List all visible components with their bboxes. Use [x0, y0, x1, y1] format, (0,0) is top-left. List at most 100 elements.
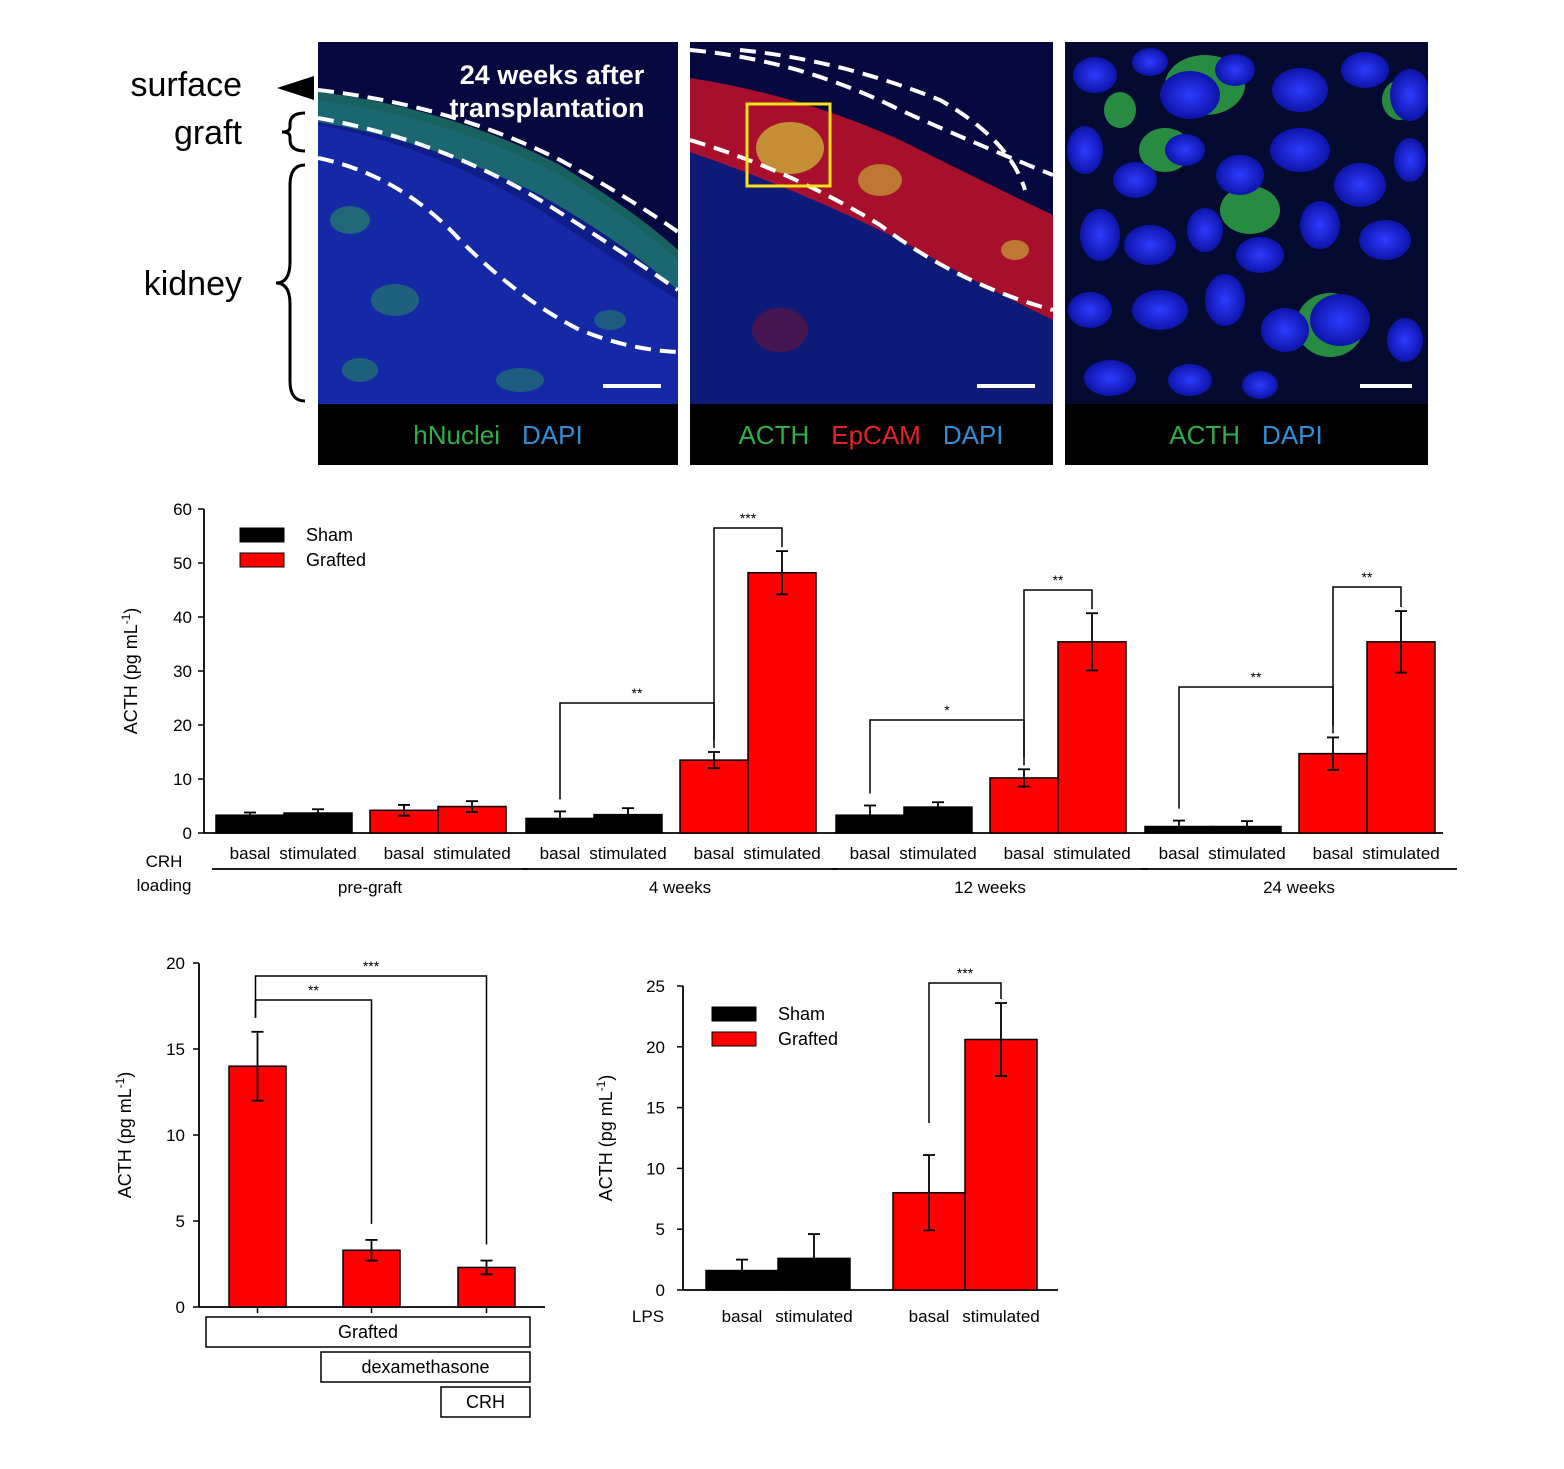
nucleus [1359, 220, 1411, 260]
group-0: basal stimulated basal stimulated pre-graft [212, 800, 528, 897]
row-label-loading: loading [137, 876, 192, 895]
panel-1-caption: hNuclei DAPI [413, 420, 582, 450]
nucleus [1205, 274, 1245, 326]
bar-grafted-stimulated [1057, 641, 1127, 834]
condition-label-stimulated: stimulated [743, 844, 820, 863]
condition-label-basal: basal [384, 844, 425, 863]
nucleus [1334, 163, 1386, 207]
significance-bracket-label: *** [363, 958, 380, 974]
nucleus [1261, 308, 1309, 352]
ylabel-main: ACTH (pg mL [115, 1088, 135, 1198]
significance-bracket [1332, 586, 1402, 726]
condition-label-basal: basal [722, 1307, 763, 1326]
significance-bracket [1023, 589, 1093, 758]
significance-bracket-label: ** [1362, 569, 1373, 585]
nucleus [1390, 69, 1428, 121]
nucleus [1132, 290, 1188, 330]
nucleus [1300, 201, 1340, 249]
legend: Sham Grafted [711, 1004, 838, 1049]
condition-label-stimulated: stimulated [1053, 844, 1130, 863]
panel-1-tissue [318, 88, 678, 404]
y-tick-label: 20 [166, 954, 185, 973]
group-3: basal stimulated basal stimulated 24 weeks [1141, 610, 1457, 897]
y-tick-label: 20 [173, 716, 192, 735]
ylabel-superscript: -1 [595, 1081, 608, 1091]
micrograph-panel-3: ACTH DAPI [1065, 42, 1428, 465]
panel-3-caption: ACTH DAPI [1169, 420, 1322, 450]
treatment-box-2 [440, 1386, 531, 1418]
kidney-brace-icon [275, 163, 306, 403]
nucleus [1270, 128, 1330, 172]
row-label-crh: CRH [146, 852, 183, 871]
condition-label-basal: basal [540, 844, 581, 863]
panel-2-tissue [690, 48, 1053, 404]
y-tick-label: 0 [656, 1281, 665, 1300]
y-axis-label: ACTH (pg mL-1) [120, 608, 141, 734]
nucleus [1124, 225, 1176, 265]
condition-label-basal: basal [1159, 844, 1200, 863]
y-tick-label: 15 [646, 1099, 665, 1118]
nucleus [1394, 138, 1426, 182]
nucleus [1216, 155, 1264, 195]
condition-label-basal: basal [230, 844, 271, 863]
condition-label-stimulated: stimulated [1208, 844, 1285, 863]
condition-label-stimulated: stimulated [433, 844, 510, 863]
ylabel-end: ) [596, 1075, 616, 1081]
condition-label-stimulated: stimulated [899, 844, 976, 863]
legend-label-sham: Sham [306, 525, 353, 545]
condition-label-basal: basal [850, 844, 891, 863]
nucleus [1236, 237, 1284, 273]
panel-1-scale-bar [603, 384, 661, 388]
condition-label-stimulated: stimulated [962, 1307, 1039, 1326]
nucleus [1160, 71, 1220, 119]
bar-grafted-basal [679, 759, 749, 834]
kidney-label: kidney [144, 265, 242, 303]
significance-bracket [713, 527, 783, 740]
bar-grafted-stimulated [1366, 641, 1436, 834]
y-tick-label: 0 [176, 1298, 185, 1317]
y-axis-label: ACTH (pg mL-1) [114, 1072, 135, 1198]
treatment-label: dexamethasone [361, 1357, 489, 1377]
ylabel-main: ACTH (pg mL [121, 624, 141, 734]
group-1: basal stimulated basal stimulated 4 weeks [522, 550, 838, 897]
significance-bracket-label: * [944, 702, 950, 718]
y-tick-label: 15 [166, 1040, 185, 1059]
legend-swatch-sham [711, 1006, 757, 1022]
ylabel-superscript: -1 [120, 614, 133, 624]
bar-grafted-stimulated [747, 571, 817, 834]
group-2: basal stimulated basal stimulated 12 weeks [832, 612, 1148, 897]
significance-bracket-label: *** [957, 965, 974, 981]
nucleus [1187, 208, 1223, 252]
y-tick-label: 30 [173, 662, 192, 681]
significance-bracket-label: ** [632, 685, 643, 701]
legend-label-sham: Sham [778, 1004, 825, 1024]
condition-label-stimulated: stimulated [279, 844, 356, 863]
nucleus [1073, 57, 1117, 93]
y-tick-label: 10 [166, 1126, 185, 1145]
caption-dapi: DAPI [522, 420, 583, 450]
chart-lps: 0 5 10 15 20 25 ACTH (pg mL-1) Sham Grafted LPS ba… [595, 965, 1058, 1326]
micrograph-side-labels: surface graft kidney [131, 66, 314, 403]
nucleus [1341, 52, 1389, 88]
nucleus [1067, 126, 1103, 174]
nucleus [1132, 48, 1168, 76]
condition-label-basal: basal [1313, 844, 1354, 863]
acth-positive-cell [1220, 186, 1280, 234]
significance-bracket-label: ** [1251, 669, 1262, 685]
graft-label: graft [174, 114, 243, 152]
condition-label-basal: basal [694, 844, 735, 863]
micrograph-panel-2: ACTH EpCAM DAPI [690, 42, 1053, 465]
y-tick-label: 20 [646, 1038, 665, 1057]
y-tick-label: 0 [183, 824, 192, 843]
panel-1-caption-bar [318, 404, 678, 465]
bar-grafted-stimulated [964, 1038, 1038, 1291]
legend: Sham Grafted [239, 525, 366, 570]
nucleus [1168, 364, 1212, 396]
significance-bracket [254, 975, 488, 1245]
caption-hnuclei: hNuclei [413, 420, 500, 450]
bar-grafted-0 [228, 1065, 287, 1308]
micrograph-panel-1: 24 weeks after transplantation hNuclei DA… [318, 42, 678, 465]
condition-label-stimulated: stimulated [589, 844, 666, 863]
